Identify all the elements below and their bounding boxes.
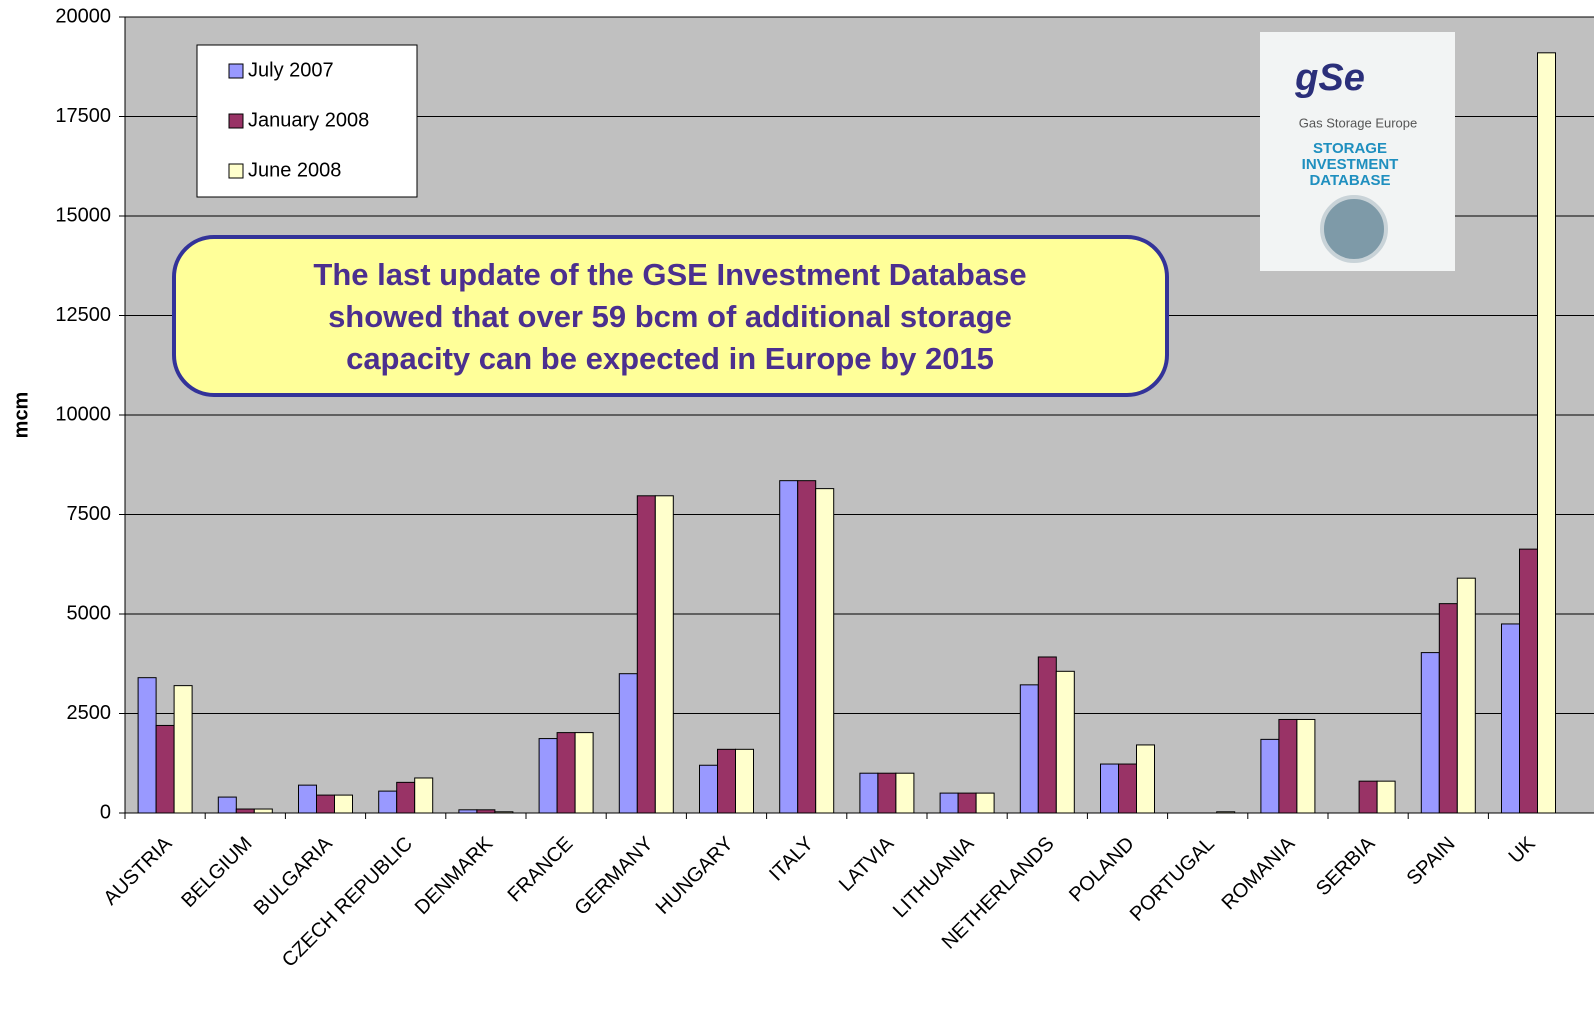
- x-tick-label: SPAIN: [1403, 833, 1460, 890]
- annotation-text: capacity can be expected in Europe by 20…: [346, 341, 994, 376]
- x-tick-label: AUSTRIA: [100, 832, 177, 909]
- y-tick-label: 10000: [55, 403, 111, 425]
- x-tick-label: HUNGARY: [652, 833, 738, 919]
- bar: [975, 792, 995, 814]
- y-axis-label: mcm: [10, 392, 32, 439]
- logo-image: [1320, 195, 1388, 263]
- bar: [895, 772, 915, 814]
- x-tick-label: BULGARIA: [250, 832, 338, 920]
- bar: [1537, 52, 1556, 814]
- bar: [137, 677, 157, 814]
- x-tick-label: FRANCE: [504, 833, 578, 907]
- bar: [235, 808, 255, 814]
- legend-swatch: [228, 163, 244, 179]
- y-tick-label: 2500: [67, 702, 112, 724]
- x-tick-label: LATVIA: [835, 832, 899, 896]
- x-tick-label: ROMANIA: [1218, 832, 1300, 914]
- x-tick-label: DENMARK: [411, 832, 498, 919]
- bar: [334, 794, 353, 814]
- bar: [396, 781, 416, 814]
- bar: [298, 784, 317, 814]
- legend-label: January 2008: [248, 109, 369, 131]
- bar: [735, 748, 754, 814]
- bar: [779, 480, 799, 814]
- bar: [1501, 623, 1520, 814]
- bar: [939, 792, 959, 814]
- bar: [1100, 763, 1119, 814]
- x-tick-label: UK: [1505, 832, 1541, 868]
- legend-swatch: [228, 63, 244, 79]
- legend-label: July 2007: [248, 59, 334, 81]
- bar: [859, 772, 879, 814]
- bar: [574, 732, 594, 814]
- annotation-text: The last update of the GSE Investment Da…: [313, 257, 1026, 292]
- bar: [1136, 744, 1155, 814]
- bar: [217, 796, 237, 814]
- x-tick-label: SERBIA: [1312, 832, 1380, 900]
- y-tick-label: 17500: [55, 105, 111, 127]
- logo-name: Gas Storage Europe: [1299, 115, 1418, 130]
- bar: [1019, 684, 1039, 814]
- y-tick-label: 12500: [55, 304, 111, 326]
- x-tick-label: LITHUANIA: [889, 832, 979, 922]
- bar: [699, 764, 718, 814]
- bar: [1456, 577, 1476, 814]
- bar: [1055, 670, 1075, 814]
- bar: [1358, 780, 1378, 814]
- bar: [1438, 603, 1458, 814]
- bar: [1296, 718, 1316, 814]
- bar: [253, 808, 273, 814]
- x-tick-label: BELGIUM: [177, 833, 256, 912]
- bar: [1118, 763, 1137, 814]
- bar: [957, 792, 977, 814]
- bar: [316, 794, 335, 814]
- bar: [1376, 780, 1396, 814]
- x-tick-label: CZECH REPUBLIC: [278, 833, 417, 972]
- legend-swatch: [228, 113, 244, 129]
- bar: [877, 772, 897, 814]
- bar: [538, 738, 558, 814]
- bar: [1260, 738, 1280, 814]
- bar: [378, 790, 398, 814]
- logo-line: STORAGE: [1313, 140, 1387, 157]
- bar: [815, 488, 835, 814]
- annotation-text: showed that over 59 bcm of additional st…: [328, 299, 1012, 334]
- bar: [1037, 656, 1057, 814]
- bar: [1420, 652, 1440, 814]
- bar: [155, 724, 175, 814]
- bar: [654, 495, 674, 814]
- y-tick-label: 7500: [67, 503, 112, 525]
- bar: [414, 777, 434, 814]
- x-tick-label: POLAND: [1065, 833, 1139, 907]
- legend-label: June 2008: [248, 159, 341, 181]
- y-tick-label: 5000: [67, 602, 112, 624]
- annotation-box: [172, 235, 1169, 397]
- bar: [717, 748, 736, 814]
- y-tick-label: 20000: [55, 5, 111, 27]
- x-tick-label: GERMANY: [571, 833, 658, 920]
- x-tick-label: PORTUGAL: [1126, 833, 1219, 926]
- logo-line: DATABASE: [1309, 172, 1390, 189]
- y-tick-label: 0: [100, 801, 111, 823]
- logo-line: INVESTMENT: [1302, 156, 1399, 173]
- bar: [618, 673, 638, 814]
- bar: [1278, 718, 1298, 814]
- bar: [1519, 548, 1538, 814]
- bar: [173, 685, 193, 814]
- bar: [636, 495, 656, 814]
- bars: [137, 52, 1556, 814]
- bar: [797, 480, 817, 814]
- x-tick-label: ITALY: [765, 833, 818, 886]
- logo-brand: gSe: [1294, 57, 1365, 99]
- y-tick-label: 15000: [55, 204, 111, 226]
- logo: gSe Gas Storage Europe: [1260, 32, 1455, 271]
- bar: [556, 732, 576, 814]
